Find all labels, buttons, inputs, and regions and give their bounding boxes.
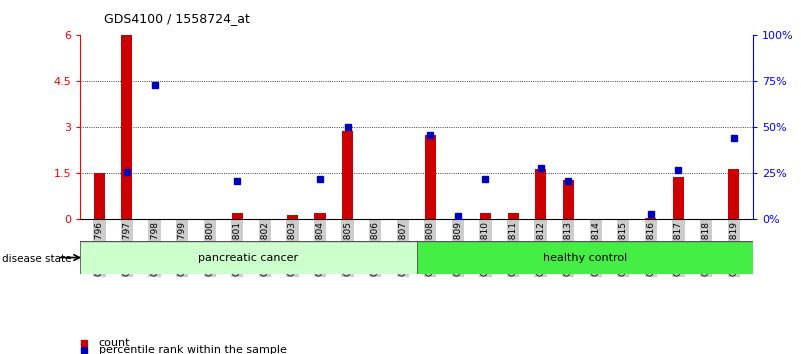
- Bar: [231, 213, 243, 219]
- Bar: [80, 241, 417, 274]
- Bar: [287, 215, 298, 219]
- Bar: [122, 35, 132, 219]
- Bar: [562, 179, 574, 219]
- Text: disease state: disease state: [2, 254, 72, 264]
- Text: pancreatic cancer: pancreatic cancer: [199, 252, 298, 263]
- Bar: [480, 213, 491, 219]
- Text: percentile rank within the sample: percentile rank within the sample: [99, 345, 287, 354]
- Bar: [673, 177, 684, 219]
- Bar: [646, 218, 657, 219]
- Text: count: count: [99, 338, 130, 348]
- Bar: [508, 213, 518, 219]
- Bar: [315, 213, 325, 219]
- Bar: [417, 241, 753, 274]
- Bar: [535, 169, 546, 219]
- Bar: [425, 135, 436, 219]
- Bar: [94, 173, 105, 219]
- Bar: [342, 131, 353, 219]
- Text: GDS4100 / 1558724_at: GDS4100 / 1558724_at: [104, 12, 250, 25]
- Bar: [728, 169, 739, 219]
- Text: healthy control: healthy control: [542, 252, 627, 263]
